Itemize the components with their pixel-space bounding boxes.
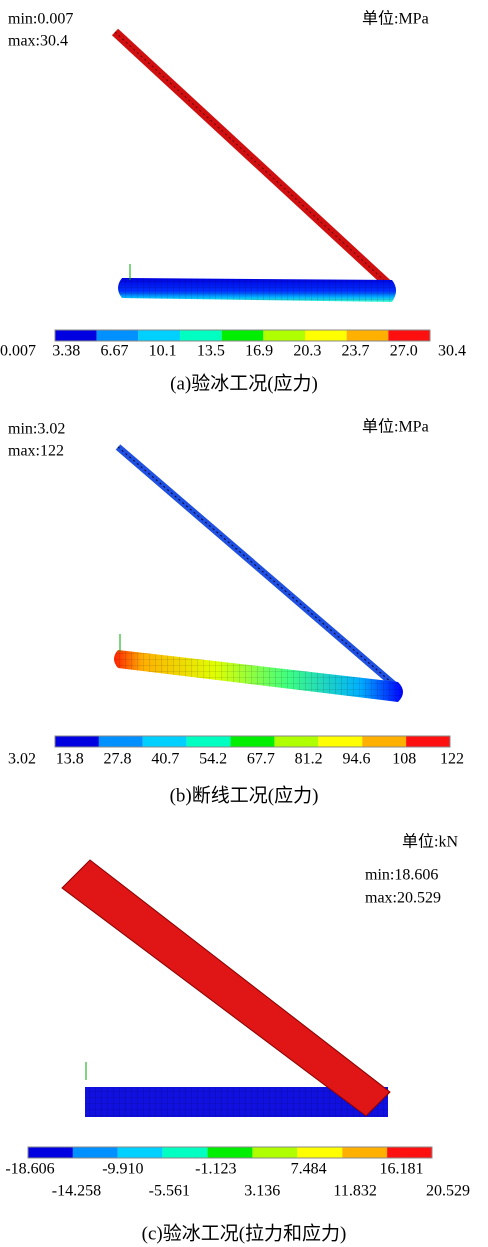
- unit-label: 单位:kN: [402, 833, 458, 851]
- legend-swatch: [305, 330, 347, 341]
- legend-swatch: [406, 736, 450, 747]
- legend-label: 67.7: [247, 751, 275, 768]
- legend-swatch: [118, 1147, 163, 1158]
- legend-label: 3.136: [244, 1183, 280, 1200]
- min-label: min:0.007: [8, 11, 73, 28]
- legend-swatch: [55, 736, 99, 747]
- legend-label: -5.561: [149, 1183, 190, 1200]
- legend-swatch: [99, 736, 143, 747]
- legend-swatch: [252, 1147, 297, 1158]
- legend-swatch: [55, 330, 97, 341]
- legend-label: 11.832: [333, 1183, 376, 1200]
- legend-swatch: [362, 736, 406, 747]
- legend-swatch: [274, 736, 318, 747]
- figure: min:0.007 max:30.4 单位:MPa 0.007 3.38 6.67 10.1…: [0, 0, 488, 1247]
- legend-swatch: [187, 736, 231, 747]
- legend-label: 3.02: [8, 751, 36, 768]
- legend-label: 3.38: [52, 343, 80, 360]
- legend-label: 13.5: [197, 343, 225, 360]
- legend-label: 122: [440, 751, 464, 768]
- max-label: max:122: [8, 443, 64, 460]
- legend-label: 54.2: [199, 751, 227, 768]
- legend-swatch: [388, 330, 430, 341]
- legend-label: 20.529: [426, 1183, 470, 1200]
- legend-label: 13.8: [56, 751, 84, 768]
- legend-label: -18.606: [5, 1161, 54, 1178]
- legend-label: 16.181: [380, 1161, 424, 1178]
- caption: (c)验冰工况(拉力和应力): [142, 1222, 347, 1244]
- legend-label: 7.484: [291, 1161, 327, 1178]
- legend-label: -9.910: [102, 1161, 143, 1178]
- caption: (a)验冰工况(应力): [170, 372, 318, 394]
- rod-mesh: [115, 32, 388, 284]
- caption: (b)断线工况(应力): [170, 784, 319, 806]
- legend-swatch: [208, 1147, 253, 1158]
- legend-swatch: [163, 1147, 208, 1158]
- panel-a: [115, 32, 396, 302]
- legend-label: 10.1: [149, 343, 177, 360]
- min-label: min:3.02: [8, 421, 65, 438]
- legend-swatch: [138, 330, 180, 341]
- legend-label: 30.4: [438, 343, 466, 360]
- legend-label: 6.67: [100, 343, 128, 360]
- panel-c: [62, 860, 390, 1117]
- legend-swatch: [28, 1147, 73, 1158]
- max-label: max:20.529: [365, 890, 441, 907]
- legend-swatch: [73, 1147, 118, 1158]
- legend-label: -1.123: [195, 1161, 236, 1178]
- legend-label: 94.6: [342, 751, 370, 768]
- legend-label: 20.3: [293, 343, 321, 360]
- legend-swatch: [347, 330, 389, 341]
- legend-label: 81.2: [295, 751, 323, 768]
- cylinder-mesh: [118, 278, 396, 302]
- legend-swatch: [143, 736, 187, 747]
- legend-swatch: [297, 1147, 342, 1158]
- unit-label: 单位:MPa: [362, 10, 429, 28]
- legend-label: 27.0: [390, 343, 418, 360]
- legend-swatch: [231, 736, 275, 747]
- max-label: max:30.4: [8, 33, 68, 50]
- legend-swatch: [263, 330, 305, 341]
- bar: [62, 860, 390, 1116]
- min-label: min:18.606: [365, 867, 438, 884]
- panel-b: [114, 447, 403, 702]
- legend-swatch: [318, 736, 362, 747]
- legend-label: -14.258: [52, 1183, 101, 1200]
- legend-swatch: [222, 330, 264, 341]
- legend-label: 16.9: [245, 343, 273, 360]
- legend-label: 27.8: [104, 751, 132, 768]
- legend-swatch: [97, 330, 139, 341]
- legend-label: 0.007: [0, 343, 36, 360]
- legend-label: 23.7: [342, 343, 370, 360]
- legend-label: 108: [392, 751, 416, 768]
- legend-label: 40.7: [151, 751, 179, 768]
- legend-swatch: [180, 330, 222, 341]
- legend-swatch: [387, 1147, 432, 1158]
- unit-label: 单位:MPa: [362, 418, 429, 436]
- legend-swatch: [342, 1147, 387, 1158]
